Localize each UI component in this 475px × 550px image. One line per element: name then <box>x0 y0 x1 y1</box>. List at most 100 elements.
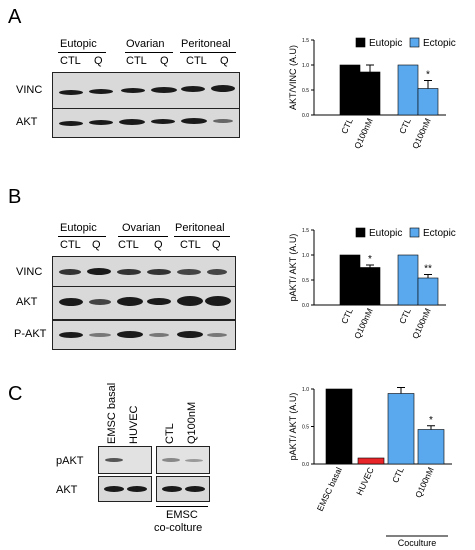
legend-swatch <box>409 37 420 48</box>
blot-band <box>59 298 83 306</box>
lane-label: Q <box>94 55 103 67</box>
y-tick-label: 1.0 <box>302 253 309 259</box>
blot-band <box>207 333 227 337</box>
bar <box>397 64 419 116</box>
x-tick-label: Q100nM <box>410 117 433 151</box>
legend-swatch <box>355 37 366 48</box>
blot-band <box>181 86 205 92</box>
blot-band <box>117 331 143 338</box>
blot-band <box>121 88 145 93</box>
row-label-akt: AKT <box>16 116 38 128</box>
y-axis-label: pAKT/ AKT (A.U) <box>288 393 298 461</box>
x-tick-label: CTL <box>397 306 413 325</box>
group-label-cocolture: co-colture <box>154 522 203 534</box>
bar <box>359 71 381 116</box>
x-tick-label: CTL <box>397 116 413 135</box>
bar <box>397 254 419 306</box>
row-label-akt: AKT <box>56 484 78 496</box>
blot-p-akt <box>52 320 236 350</box>
x-tick-label: Q100nM <box>413 466 436 500</box>
lane-label: CTL <box>164 423 176 444</box>
blot-band <box>207 269 227 275</box>
significance-marker: * <box>429 415 433 426</box>
group-label-peritoneal: Peritoneal <box>175 222 225 234</box>
legend-label: Ectopic <box>423 228 456 239</box>
blot-band <box>177 331 203 338</box>
y-tick-label: 1.5 <box>302 38 309 44</box>
blot-band <box>205 296 231 306</box>
blot-band <box>105 458 123 462</box>
group-line <box>180 52 236 53</box>
y-axis-label: AKT/VINC (A.U) <box>288 45 298 110</box>
bar <box>339 64 361 116</box>
x-tick-label: EMSC basal <box>315 466 344 513</box>
y-tick-label: 0.5 <box>302 425 309 431</box>
blot-band <box>117 297 143 306</box>
group-line <box>156 506 208 507</box>
x-tick-label: Q100nM <box>410 307 433 341</box>
row-label-pakt: pAKT <box>56 455 84 467</box>
group-label-peritoneal: Peritoneal <box>181 38 231 50</box>
lane-label: Q <box>160 55 169 67</box>
blot-band <box>147 269 171 275</box>
significance-marker: * <box>368 254 372 265</box>
blot-band <box>89 299 111 305</box>
blot-band <box>89 120 113 125</box>
blot-band <box>213 119 233 123</box>
blot-band <box>177 269 201 275</box>
lane-label: Q <box>154 239 163 251</box>
significance-marker: ** <box>424 264 432 275</box>
blot-band <box>149 333 169 337</box>
blot-pakt-left <box>98 446 152 474</box>
legend-label: Eutopic <box>369 38 402 49</box>
y-tick-label: 1.0 <box>302 63 309 69</box>
blot-akt <box>52 108 240 138</box>
row-label-akt: AKT <box>16 296 38 308</box>
bar <box>417 429 445 465</box>
blot-vinc <box>52 256 236 288</box>
blot-pakt-right <box>156 446 210 474</box>
legend-label: Eutopic <box>369 228 402 239</box>
blot-band <box>185 459 203 462</box>
blot-band <box>119 119 145 125</box>
y-tick-label: 1.0 <box>302 387 309 393</box>
y-tick-label: 0.0 <box>302 113 309 119</box>
group-line <box>125 52 173 53</box>
blot-band <box>151 119 175 124</box>
lane-label: CTL <box>118 239 139 251</box>
blot-band <box>162 486 182 492</box>
bar <box>357 457 385 465</box>
group-label-emsc: EMSC <box>166 509 198 521</box>
blot-akt <box>52 286 236 320</box>
y-tick-label: 0.0 <box>302 303 309 309</box>
group-label-eutopic: Eutopic <box>60 222 97 234</box>
lane-label: EMSC basal <box>106 382 118 444</box>
x-tick-label: Q100nM <box>352 307 375 341</box>
x-tick-label: CTL <box>390 465 406 484</box>
group-line <box>174 236 230 237</box>
blot-band <box>181 118 207 124</box>
blot-band <box>59 332 83 338</box>
blot-band <box>59 269 81 275</box>
group-label-ovarian: Ovarian <box>122 222 161 234</box>
bar <box>325 388 353 465</box>
x-tick-label: HUVEC <box>354 466 376 497</box>
blot-vinc <box>52 72 240 110</box>
bar-chart-c: 0.0 0.5 1.0 pAKT/ AKT (A.U) EMSC basal HUVEC C… <box>288 387 452 547</box>
group-label-coculture: Coculture <box>398 538 437 547</box>
panel-letter-c: C <box>8 383 23 405</box>
lane-label: CTL <box>60 239 81 251</box>
x-tick-label: CTL <box>339 306 355 325</box>
legend-swatch <box>355 227 366 238</box>
bar <box>387 393 415 465</box>
blot-band <box>127 486 147 492</box>
group-label-eutopic: Eutopic <box>60 38 97 50</box>
lane-label: Q100nM <box>186 401 198 444</box>
row-label-vinc: VINC <box>16 84 43 96</box>
panel-letter-b: B <box>8 186 22 208</box>
blot-band <box>185 486 205 492</box>
y-tick-label: 0.5 <box>302 88 309 94</box>
bar <box>359 267 381 306</box>
